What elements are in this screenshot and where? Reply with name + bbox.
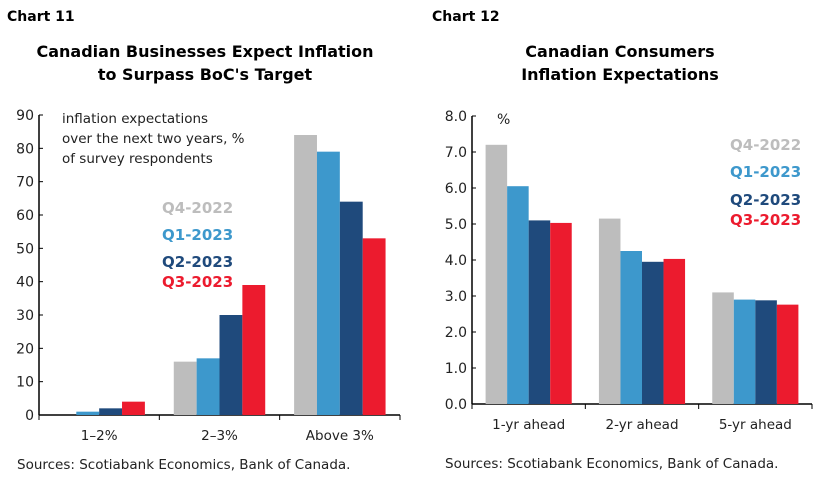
legend-entry: Q4-2022 bbox=[730, 136, 801, 154]
bar-q1-2023 bbox=[507, 186, 529, 404]
y-tick-label: 5.0 bbox=[445, 217, 467, 233]
y-tick-label: 20 bbox=[16, 341, 34, 357]
bar-q2-2023 bbox=[339, 201, 363, 415]
y-tick-label: 40 bbox=[16, 275, 34, 291]
bar-q4-2022 bbox=[294, 135, 317, 415]
x-tick-label: 2–3% bbox=[201, 428, 238, 444]
legend-entry: Q3-2023 bbox=[162, 273, 233, 291]
y-tick-label: 60 bbox=[16, 208, 34, 224]
y-tick-label: 0.0 bbox=[445, 397, 467, 413]
y-tick-label: 6.0 bbox=[445, 181, 467, 197]
source-note: Sources: Scotiabank Economics, Bank of C… bbox=[17, 457, 350, 473]
bar-q2-2023 bbox=[99, 408, 123, 415]
x-tick-label: 5-yr ahead bbox=[719, 417, 792, 433]
bar-q4-2022 bbox=[485, 144, 508, 405]
x-tick-label: 2-yr ahead bbox=[605, 417, 678, 433]
bar-q1-2023 bbox=[620, 251, 642, 404]
bar-q1-2023 bbox=[733, 299, 756, 404]
y-tick-label: 70 bbox=[16, 175, 34, 191]
chart-title-line: Inflation Expectations bbox=[521, 65, 719, 84]
x-tick-label: Above 3% bbox=[306, 428, 374, 444]
x-tick-label: 1-yr ahead bbox=[492, 417, 565, 433]
y-tick-label: 4.0 bbox=[445, 253, 467, 269]
y-tick-label: 10 bbox=[16, 375, 34, 391]
y-tick-label: 0 bbox=[25, 408, 34, 424]
y-tick-label: 50 bbox=[16, 241, 34, 257]
chart-annotation: of survey respondents bbox=[62, 151, 213, 167]
y-tick-label: 3.0 bbox=[445, 289, 467, 305]
y-tick-label: 2.0 bbox=[445, 325, 467, 341]
x-tick-label: 1–2% bbox=[81, 428, 118, 444]
y-tick-label: 8.0 bbox=[445, 109, 467, 125]
y-tick-label: 90 bbox=[16, 108, 34, 124]
chart-label: Chart 12 bbox=[432, 9, 500, 25]
bar-q3-2023 bbox=[362, 238, 386, 415]
y-tick-label: 30 bbox=[16, 308, 34, 324]
bar-q2-2023 bbox=[219, 315, 243, 415]
bar-q1-2023 bbox=[316, 151, 340, 415]
legend-entry: Q4-2022 bbox=[162, 199, 233, 217]
chart-annotation: over the next two years, % bbox=[62, 131, 245, 147]
bar-q2-2023 bbox=[755, 300, 777, 404]
bar-q1-2023 bbox=[196, 358, 220, 415]
source-note: Sources: Scotiabank Economics, Bank of C… bbox=[445, 456, 778, 472]
legend-entry: Q1-2023 bbox=[162, 226, 233, 244]
y-tick-label: 80 bbox=[16, 141, 34, 157]
bar-q3-2023 bbox=[550, 222, 572, 404]
legend-entry: Q1-2023 bbox=[730, 163, 801, 181]
y-tick-label: 7.0 bbox=[445, 145, 467, 161]
chart-annotation: inflation expectations bbox=[62, 111, 208, 127]
legend-entry: Q2-2023 bbox=[162, 253, 233, 271]
chart-title-line: Canadian Businesses Expect Inflation bbox=[36, 42, 373, 61]
bar-q3-2023 bbox=[242, 285, 266, 415]
bar-q2-2023 bbox=[528, 220, 551, 404]
bar-q2-2023 bbox=[642, 261, 664, 404]
bar-q3-2023 bbox=[663, 258, 686, 404]
chart-12: Chart 12 Canadian Consumers Inflation Expe… bbox=[432, 9, 813, 472]
legend-entry: Q2-2023 bbox=[730, 191, 801, 209]
legend-entry: Q3-2023 bbox=[730, 211, 801, 229]
bar-q4-2022 bbox=[712, 292, 734, 404]
chart-title-line: Canadian Consumers bbox=[525, 42, 714, 61]
chart-label: Chart 11 bbox=[7, 9, 75, 25]
bar-q4-2022 bbox=[598, 218, 621, 404]
bar-q4-2022 bbox=[173, 361, 197, 415]
chart-annotation: % bbox=[497, 112, 510, 128]
chart-title-line: to Surpass BoC's Target bbox=[98, 65, 313, 84]
y-tick-label: 1.0 bbox=[445, 361, 467, 377]
bar-q3-2023 bbox=[122, 401, 145, 415]
chart-11: Chart 11 Canadian Businesses Expect Infla… bbox=[7, 9, 401, 473]
bar-q3-2023 bbox=[776, 304, 799, 404]
bar-q1-2023 bbox=[76, 411, 100, 415]
